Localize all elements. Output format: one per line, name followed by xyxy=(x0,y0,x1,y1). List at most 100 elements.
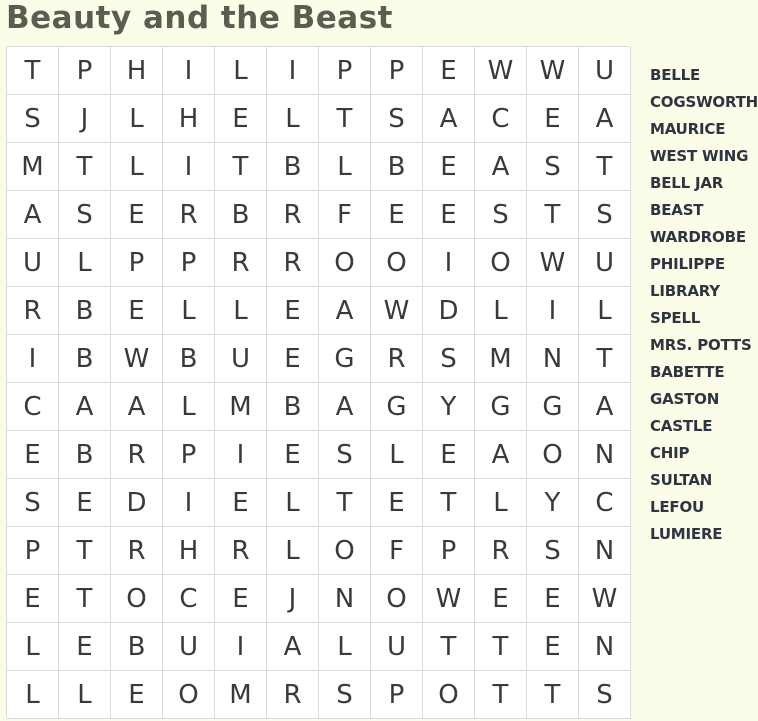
grid-cell[interactable]: B xyxy=(215,191,267,239)
grid-cell[interactable]: E xyxy=(371,479,423,527)
grid-cell[interactable]: W xyxy=(111,335,163,383)
grid-cell[interactable]: B xyxy=(267,383,319,431)
grid-cell[interactable]: J xyxy=(59,95,111,143)
grid-cell[interactable]: L xyxy=(59,239,111,287)
grid-cell[interactable]: L xyxy=(59,671,111,719)
grid-cell[interactable]: M xyxy=(7,143,59,191)
grid-cell[interactable]: L xyxy=(267,95,319,143)
grid-cell[interactable]: L xyxy=(111,95,163,143)
grid-cell[interactable]: R xyxy=(371,335,423,383)
grid-cell[interactable]: A xyxy=(319,383,371,431)
grid-cell[interactable]: N xyxy=(579,431,631,479)
grid-cell[interactable]: T xyxy=(319,479,371,527)
grid-cell[interactable]: P xyxy=(7,527,59,575)
grid-cell[interactable]: D xyxy=(423,287,475,335)
grid-cell[interactable]: P xyxy=(371,47,423,95)
grid-cell[interactable]: G xyxy=(527,383,579,431)
grid-cell[interactable]: A xyxy=(579,95,631,143)
grid-cell[interactable]: G xyxy=(475,383,527,431)
grid-cell[interactable]: B xyxy=(59,335,111,383)
grid-cell[interactable]: L xyxy=(111,143,163,191)
grid-cell[interactable]: O xyxy=(319,239,371,287)
grid-cell[interactable]: T xyxy=(423,623,475,671)
grid-cell[interactable]: M xyxy=(475,335,527,383)
grid-cell[interactable]: D xyxy=(111,479,163,527)
grid-cell[interactable]: T xyxy=(59,143,111,191)
grid-cell[interactable]: O xyxy=(475,239,527,287)
grid-cell[interactable]: S xyxy=(423,335,475,383)
grid-cell[interactable]: E xyxy=(423,191,475,239)
grid-cell[interactable]: O xyxy=(527,431,579,479)
grid-cell[interactable]: I xyxy=(423,239,475,287)
grid-cell[interactable]: W xyxy=(527,47,579,95)
grid-cell[interactable]: L xyxy=(215,47,267,95)
grid-cell[interactable]: P xyxy=(423,527,475,575)
grid-cell[interactable]: E xyxy=(423,431,475,479)
grid-cell[interactable]: A xyxy=(267,623,319,671)
grid-cell[interactable]: T xyxy=(579,335,631,383)
grid-cell[interactable]: T xyxy=(475,671,527,719)
grid-cell[interactable]: C xyxy=(7,383,59,431)
grid-cell[interactable]: B xyxy=(163,335,215,383)
grid-cell[interactable]: L xyxy=(319,623,371,671)
grid-cell[interactable]: R xyxy=(215,239,267,287)
grid-cell[interactable]: L xyxy=(163,383,215,431)
grid-cell[interactable]: I xyxy=(163,143,215,191)
grid-cell[interactable]: T xyxy=(319,95,371,143)
grid-cell[interactable]: E xyxy=(111,191,163,239)
grid-cell[interactable]: R xyxy=(111,527,163,575)
grid-cell[interactable]: E xyxy=(423,47,475,95)
grid-cell[interactable]: E xyxy=(527,623,579,671)
grid-cell[interactable]: T xyxy=(7,47,59,95)
grid-cell[interactable]: E xyxy=(7,431,59,479)
grid-cell[interactable]: S xyxy=(319,671,371,719)
grid-cell[interactable]: L xyxy=(7,671,59,719)
grid-cell[interactable]: I xyxy=(215,431,267,479)
grid-cell[interactable]: P xyxy=(319,47,371,95)
grid-cell[interactable]: E xyxy=(215,95,267,143)
grid-cell[interactable]: L xyxy=(475,287,527,335)
grid-cell[interactable]: E xyxy=(371,191,423,239)
grid-cell[interactable]: O xyxy=(319,527,371,575)
grid-cell[interactable]: R xyxy=(475,527,527,575)
grid-cell[interactable]: L xyxy=(163,287,215,335)
grid-cell[interactable]: S xyxy=(579,191,631,239)
grid-cell[interactable]: T xyxy=(527,671,579,719)
grid-cell[interactable]: P xyxy=(59,47,111,95)
grid-cell[interactable]: B xyxy=(59,431,111,479)
grid-cell[interactable]: S xyxy=(527,143,579,191)
grid-cell[interactable]: E xyxy=(59,479,111,527)
grid-cell[interactable]: E xyxy=(215,479,267,527)
grid-cell[interactable]: E xyxy=(423,143,475,191)
grid-cell[interactable]: O xyxy=(163,671,215,719)
grid-cell[interactable]: T xyxy=(423,479,475,527)
grid-cell[interactable]: E xyxy=(111,671,163,719)
grid-cell[interactable]: I xyxy=(163,479,215,527)
grid-cell[interactable]: L xyxy=(215,287,267,335)
grid-cell[interactable]: T xyxy=(59,527,111,575)
grid-cell[interactable]: H xyxy=(163,95,215,143)
grid-cell[interactable]: A xyxy=(579,383,631,431)
grid-cell[interactable]: R xyxy=(267,239,319,287)
grid-cell[interactable]: C xyxy=(579,479,631,527)
grid-cell[interactable]: B xyxy=(59,287,111,335)
grid-cell[interactable]: B xyxy=(267,143,319,191)
grid-cell[interactable]: R xyxy=(7,287,59,335)
grid-cell[interactable]: E xyxy=(215,575,267,623)
grid-cell[interactable]: E xyxy=(527,575,579,623)
grid-cell[interactable]: M xyxy=(215,671,267,719)
grid-cell[interactable]: R xyxy=(163,191,215,239)
grid-cell[interactable]: L xyxy=(267,479,319,527)
grid-cell[interactable]: P xyxy=(111,239,163,287)
grid-cell[interactable]: P xyxy=(371,671,423,719)
grid-cell[interactable]: N xyxy=(319,575,371,623)
grid-cell[interactable]: C xyxy=(163,575,215,623)
grid-cell[interactable]: L xyxy=(371,431,423,479)
grid-cell[interactable]: M xyxy=(215,383,267,431)
grid-cell[interactable]: N xyxy=(527,335,579,383)
grid-cell[interactable]: A xyxy=(111,383,163,431)
grid-cell[interactable]: R xyxy=(267,191,319,239)
grid-cell[interactable]: E xyxy=(7,575,59,623)
grid-cell[interactable]: F xyxy=(371,527,423,575)
grid-cell[interactable]: S xyxy=(527,527,579,575)
